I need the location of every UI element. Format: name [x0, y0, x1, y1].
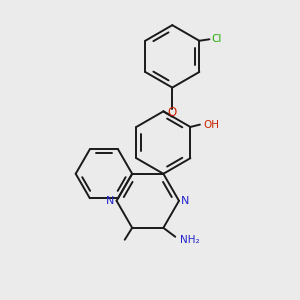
- Text: NH₂: NH₂: [180, 235, 199, 245]
- Text: Cl: Cl: [212, 34, 222, 44]
- Text: N: N: [182, 196, 190, 206]
- Text: O: O: [168, 106, 177, 119]
- Text: N: N: [106, 196, 114, 206]
- Text: OH: OH: [203, 120, 219, 130]
